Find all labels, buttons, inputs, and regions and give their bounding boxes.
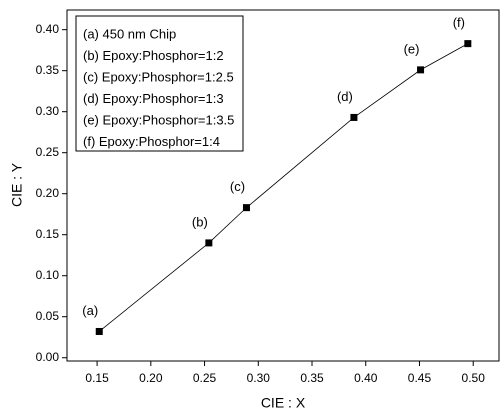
- legend-entry: (d) Epoxy:Phosphor=1:3: [83, 91, 224, 106]
- legend-entry: (a) 450 nm Chip: [83, 26, 176, 41]
- x-tick-label: 0.25: [193, 371, 217, 385]
- point-label: (d): [337, 89, 353, 104]
- line: [98, 43, 469, 332]
- y-tick-label: 0.40: [36, 22, 60, 36]
- marker: [205, 239, 213, 247]
- legend-entry: (e) Epoxy:Phosphor=1:3.5: [83, 112, 234, 127]
- y-tick-label: 0.10: [36, 268, 60, 282]
- y-tick-label: 0.00: [36, 350, 60, 364]
- x-axis-label: CIE : X: [261, 395, 306, 411]
- marker: [95, 327, 103, 335]
- legend-entry: (b) Epoxy:Phosphor=1:2: [83, 48, 224, 63]
- x-tick-label: 0.40: [354, 371, 378, 385]
- point-label: (a): [82, 303, 98, 318]
- y-axis-label: CIE : Y: [9, 162, 25, 207]
- x-tick-label: 0.45: [408, 371, 432, 385]
- point-label: (f): [453, 15, 465, 30]
- legend-entry: (c) Epoxy:Phosphor=1:2.5: [83, 69, 234, 84]
- x-tick-label: 0.20: [139, 371, 163, 385]
- y-tick-label: 0.25: [36, 145, 60, 159]
- marker: [350, 113, 358, 121]
- point-label: (c): [230, 179, 245, 194]
- y-tick-label: 0.35: [36, 63, 60, 77]
- y-tick-label: 0.05: [36, 309, 60, 323]
- x-tick-label: 0.30: [247, 371, 271, 385]
- x-tick-label: 0.15: [85, 371, 109, 385]
- legend-box: [75, 15, 244, 152]
- legend-entry: (f) Epoxy:Phosphor=1:4: [83, 134, 220, 149]
- y-tick-label: 0.15: [36, 227, 60, 241]
- marker: [417, 66, 425, 74]
- y-tick-label: 0.30: [36, 104, 60, 118]
- y-tick-label: 0.20: [36, 186, 60, 200]
- plot-frame: [66, 9, 500, 362]
- x-tick-label: 0.50: [462, 371, 486, 385]
- point-label: (b): [192, 214, 208, 229]
- x-tick-label: 0.35: [300, 371, 324, 385]
- marker: [242, 204, 250, 212]
- marker: [464, 40, 472, 48]
- point-label: (e): [404, 41, 420, 56]
